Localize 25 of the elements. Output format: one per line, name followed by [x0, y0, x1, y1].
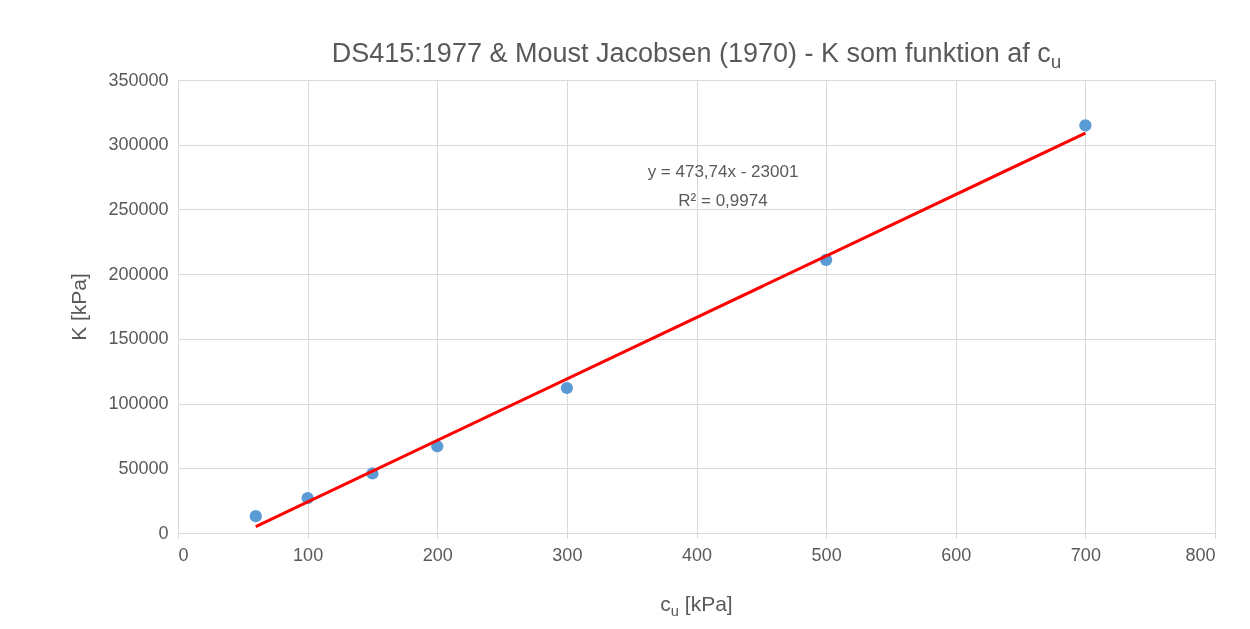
- x-tick-label: 100: [293, 544, 324, 565]
- x-tick-label: 200: [422, 544, 453, 565]
- chart-title: DS415:1977 & Moust Jacobsen (1970) - K som funktion af c$_{u}$: [330, 38, 1063, 74]
- x-tick-label: 600: [941, 544, 972, 565]
- x-tick-label: 500: [811, 544, 842, 565]
- x-tick-label: 400: [681, 544, 713, 565]
- x-tick-label: 700: [1070, 544, 1101, 565]
- annotation: y = 473,74x - 23001: [647, 162, 799, 181]
- point: [1079, 119, 1092, 132]
- y-tick-label: 100000: [108, 393, 169, 414]
- point: [560, 381, 573, 395]
- y-tick-label: 150000: [108, 328, 169, 349]
- x-axis-title: c$_{u}$ [kPa]: [659, 592, 734, 620]
- y-tick-label: 250000: [108, 198, 169, 219]
- x-tick-label: 0: [178, 544, 189, 565]
- y-tick-label: 200000: [108, 263, 169, 284]
- y-tick-label: 50000: [118, 457, 169, 478]
- point: [249, 510, 262, 523]
- y-tick-label: 0: [158, 522, 169, 543]
- y-axis-title: K [kPa]: [67, 273, 91, 341]
- annotation: R² = 0,9974: [678, 191, 768, 210]
- y-tick-label: 300000: [108, 134, 169, 155]
- y-tick-label: 350000: [108, 69, 169, 90]
- x-tick-label: 300: [552, 544, 583, 565]
- x-tick-label: 800: [1185, 544, 1216, 565]
